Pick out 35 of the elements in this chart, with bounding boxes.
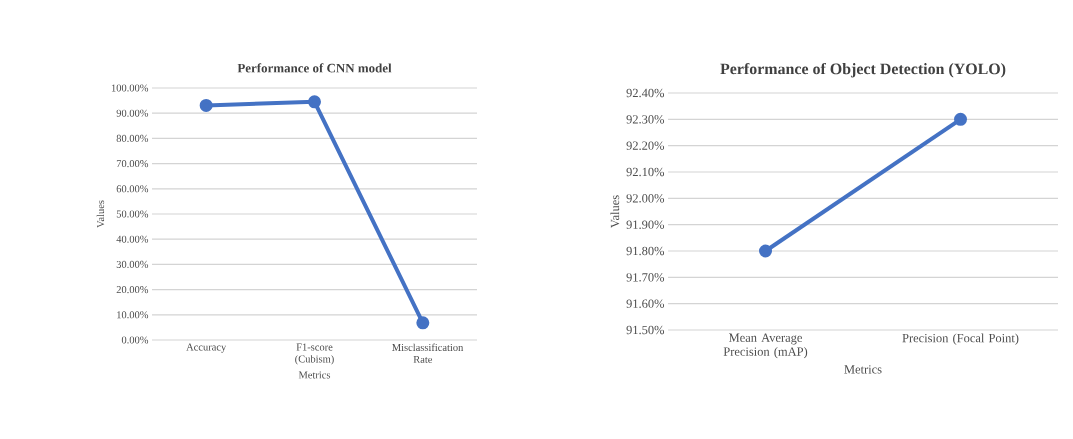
x-tick-label: Precision (Focal Point) bbox=[902, 333, 1019, 345]
x-axis-title: Metrics bbox=[844, 365, 882, 374]
x-tick-label: Accuracy bbox=[186, 343, 227, 353]
y-tick-label: 92.20% bbox=[626, 141, 665, 150]
y-tick-label: 0.00% bbox=[121, 336, 149, 344]
y-tick-label: 91.50% bbox=[626, 325, 665, 335]
y-tick-label: 91.60% bbox=[626, 299, 665, 308]
y-axis-title: Values bbox=[610, 195, 620, 228]
y-axis-title: Values bbox=[96, 200, 105, 228]
y-tick-label: 70.00% bbox=[116, 160, 149, 168]
point bbox=[199, 98, 213, 112]
y-tick-label: 92.40% bbox=[626, 88, 665, 98]
x-tick-label: F1-score (Cubism) bbox=[295, 343, 334, 365]
y-tick-label: 50.00% bbox=[116, 210, 149, 218]
chart-title: Performance of CNN model bbox=[237, 63, 392, 73]
x-axis-title: Metrics bbox=[298, 371, 331, 379]
y-tick-label: 92.00% bbox=[626, 194, 665, 203]
y-tick-label: 91.80% bbox=[626, 246, 665, 256]
y-tick-label: 100.00% bbox=[111, 84, 149, 92]
y-tick-label: 92.10% bbox=[626, 167, 665, 177]
y-tick-label: 40.00% bbox=[116, 235, 149, 243]
y-tick-label: 91.70% bbox=[626, 273, 665, 282]
y-tick-label: 10.00% bbox=[117, 311, 149, 319]
y-tick-label: 20.00% bbox=[116, 286, 149, 294]
x-tick-label: Misclassification Rate bbox=[392, 343, 464, 363]
y-tick-label: 91.90% bbox=[626, 220, 665, 229]
x-tick-label: Mean Average Precision (mAP) bbox=[723, 333, 808, 359]
point bbox=[416, 316, 430, 330]
y-tick-label: 30.00% bbox=[116, 260, 149, 268]
y-tick-label: 90.00% bbox=[116, 109, 149, 117]
chart-title: Performance of Object Detection (YOLO) bbox=[720, 62, 1006, 78]
y-tick-label: 92.30% bbox=[626, 115, 665, 124]
y-tick-label: 80.00% bbox=[116, 134, 149, 142]
y-tick-label: 60.00% bbox=[116, 185, 149, 193]
point bbox=[308, 95, 321, 109]
